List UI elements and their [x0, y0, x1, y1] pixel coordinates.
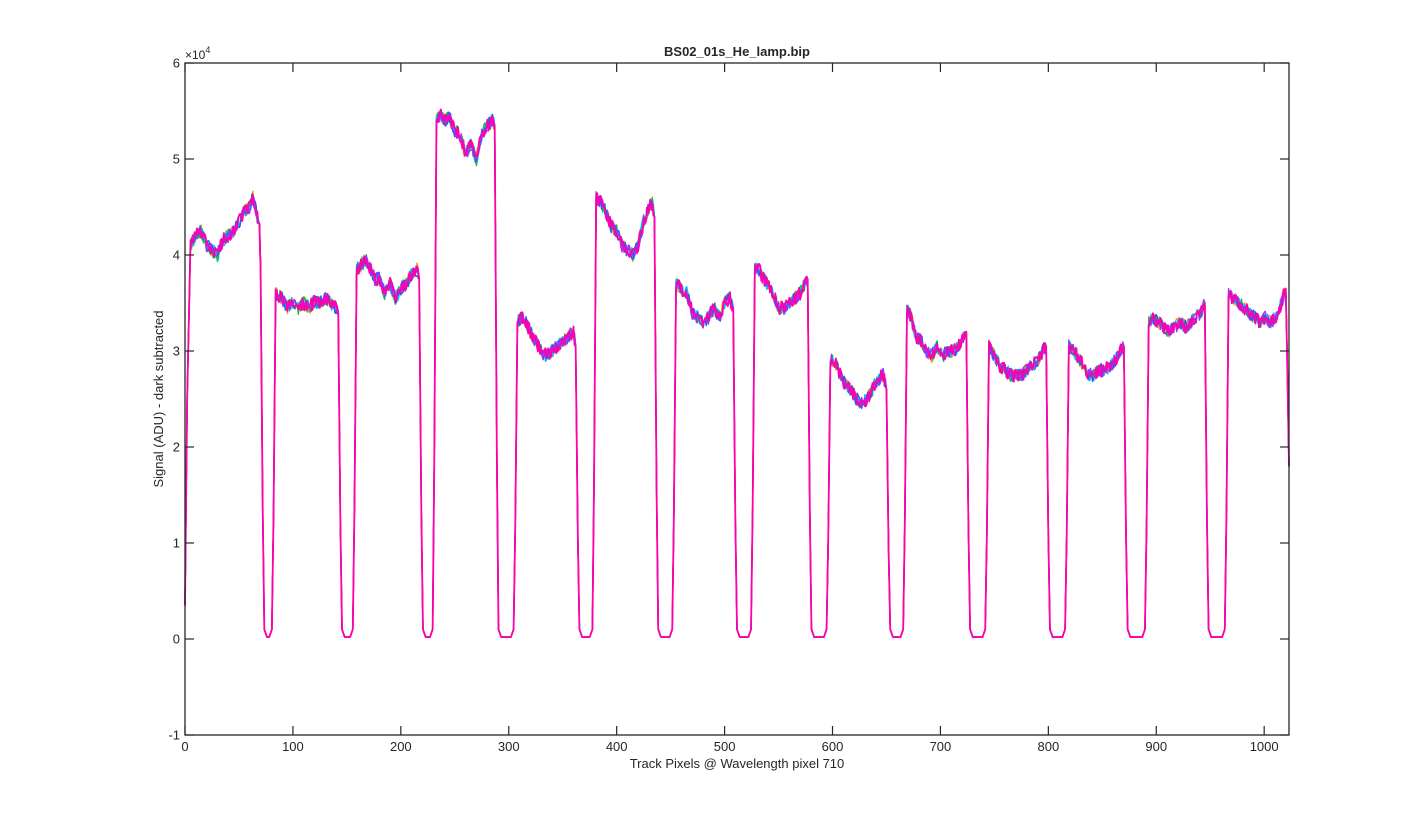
x-axis-label: Track Pixels @ Wavelength pixel 710 — [630, 756, 845, 771]
x-tick-label: 200 — [390, 739, 412, 754]
y-tick-label: -1 — [168, 728, 180, 743]
x-tick-label: 700 — [930, 739, 952, 754]
x-tick-label: 600 — [822, 739, 844, 754]
x-tick-label: 300 — [498, 739, 520, 754]
y-tick-label: 1 — [173, 536, 180, 551]
axes-box — [184, 62, 1290, 736]
y-exponent-label: ×104 — [185, 45, 210, 62]
y-tick-label: 3 — [173, 344, 180, 359]
x-tick-label: 0 — [181, 739, 188, 754]
series-group — [184, 108, 1290, 638]
x-tick-label: 900 — [1145, 739, 1167, 754]
y-tick-label: 0 — [173, 632, 180, 647]
x-tick-label: 800 — [1037, 739, 1059, 754]
y-tick-label: 6 — [173, 56, 180, 71]
y-axis-label: Signal (ADU) - dark subtracted — [151, 310, 166, 487]
chart-title: BS02_01s_He_lamp.bip — [664, 44, 810, 59]
y-tick-label: 2 — [173, 440, 180, 455]
x-tick-label: 500 — [714, 739, 736, 754]
y-exponent-power: 4 — [205, 45, 210, 55]
x-tick-label: 100 — [282, 739, 304, 754]
x-tick-label: 400 — [606, 739, 628, 754]
y-tick-label: 4 — [173, 248, 180, 263]
y-exponent-base: ×10 — [185, 48, 206, 62]
y-tick-label: 5 — [173, 152, 180, 167]
x-tick-label: 1000 — [1250, 739, 1279, 754]
series-line — [184, 108, 1290, 638]
